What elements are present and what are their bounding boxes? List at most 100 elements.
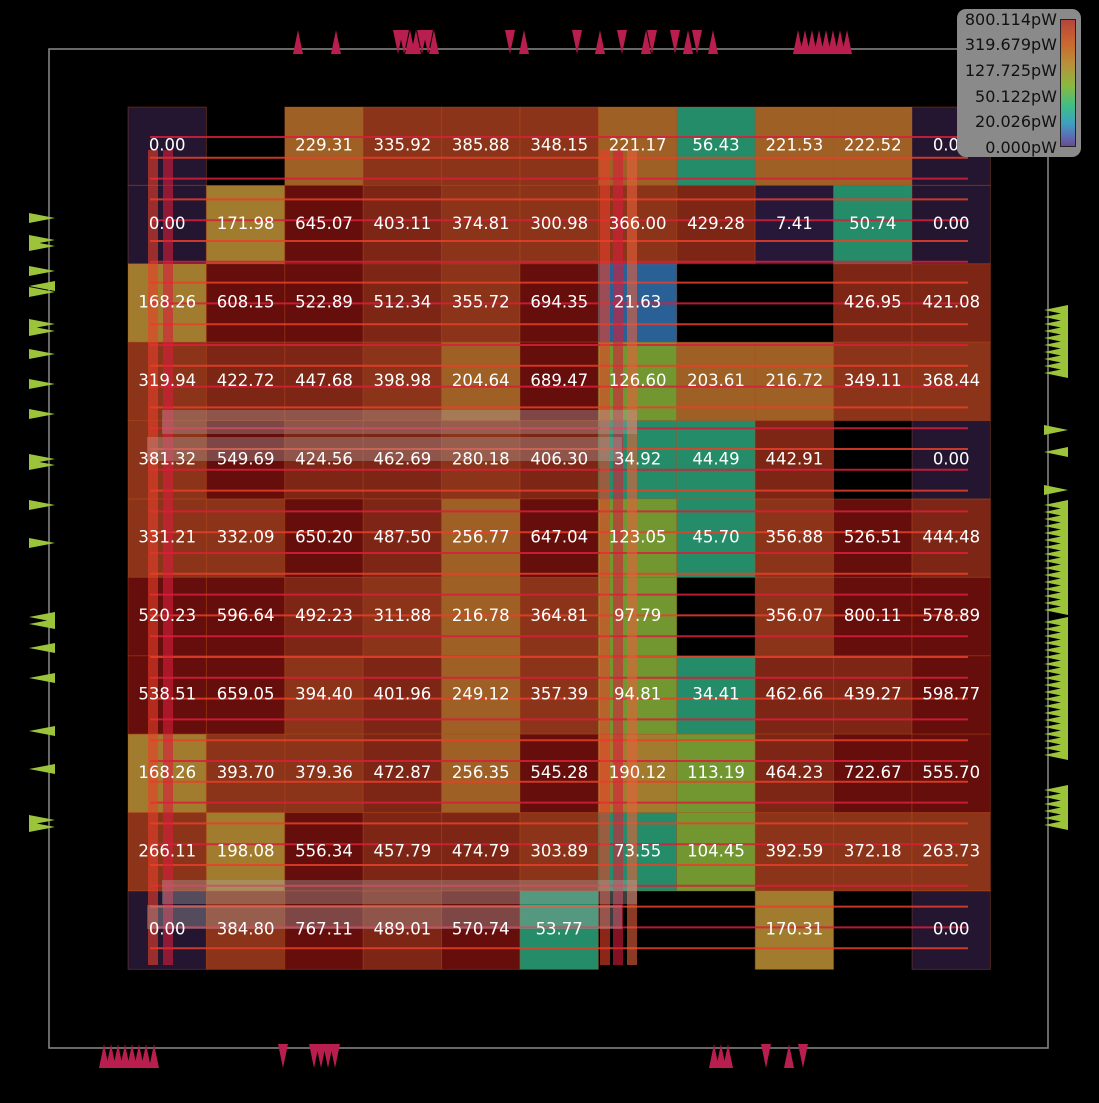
io-pin[interactable] bbox=[1044, 305, 1068, 315]
io-pin[interactable] bbox=[134, 1044, 144, 1068]
io-pin[interactable] bbox=[1044, 729, 1068, 739]
io-pin[interactable] bbox=[429, 30, 439, 54]
io-pin[interactable] bbox=[1044, 368, 1068, 378]
io-pin[interactable] bbox=[828, 30, 838, 54]
io-pin[interactable] bbox=[29, 764, 55, 774]
heatmap-cell[interactable] bbox=[284, 812, 364, 892]
io-pin[interactable] bbox=[127, 1044, 137, 1068]
io-pin[interactable] bbox=[1044, 736, 1068, 746]
io-pin[interactable] bbox=[505, 30, 515, 54]
io-pin[interactable] bbox=[29, 281, 55, 291]
io-pin[interactable] bbox=[807, 30, 817, 54]
heatmap-cell[interactable] bbox=[754, 890, 835, 970]
io-pin[interactable] bbox=[29, 349, 55, 359]
io-pin[interactable] bbox=[1044, 507, 1068, 517]
io-pin[interactable] bbox=[821, 30, 831, 54]
io-pin[interactable] bbox=[29, 460, 55, 470]
io-pin[interactable] bbox=[617, 30, 627, 54]
heatmap-cell[interactable] bbox=[519, 655, 599, 735]
heatmap-cell[interactable] bbox=[597, 420, 678, 500]
io-pin[interactable] bbox=[800, 30, 810, 54]
io-pin[interactable] bbox=[798, 1044, 808, 1068]
heatmap-cell[interactable] bbox=[441, 655, 521, 735]
io-pin[interactable] bbox=[1044, 333, 1068, 343]
io-pin[interactable] bbox=[1044, 570, 1068, 580]
io-pin[interactable] bbox=[29, 822, 55, 832]
heatmap-cell[interactable] bbox=[362, 420, 443, 500]
io-pin[interactable] bbox=[1044, 485, 1068, 495]
io-pin[interactable] bbox=[1044, 659, 1068, 669]
io-pin[interactable] bbox=[29, 287, 55, 297]
heatmap-cell[interactable] bbox=[362, 890, 443, 970]
heatmap-cell[interactable] bbox=[441, 576, 521, 657]
io-pin[interactable] bbox=[641, 30, 651, 54]
heatmap-cell[interactable] bbox=[284, 420, 364, 500]
io-pin[interactable] bbox=[29, 241, 55, 251]
io-pin[interactable] bbox=[331, 30, 341, 54]
heatmap-cell[interactable] bbox=[441, 106, 521, 186]
heatmap-cell[interactable] bbox=[441, 812, 521, 892]
io-pin[interactable] bbox=[29, 319, 55, 329]
io-pin[interactable] bbox=[1044, 312, 1068, 322]
heatmap-cell[interactable] bbox=[205, 890, 286, 970]
heatmap-cell[interactable] bbox=[833, 733, 913, 814]
io-pin[interactable] bbox=[1044, 673, 1068, 683]
heatmap-cell[interactable] bbox=[441, 890, 521, 970]
io-pin[interactable] bbox=[692, 30, 702, 54]
heatmap-cell[interactable] bbox=[205, 576, 286, 657]
heatmap-cell[interactable] bbox=[441, 420, 521, 500]
io-pin[interactable] bbox=[149, 1044, 159, 1068]
io-pin[interactable] bbox=[716, 1044, 726, 1068]
io-pin[interactable] bbox=[309, 1044, 319, 1068]
io-pin[interactable] bbox=[29, 409, 55, 419]
heatmap-cell[interactable] bbox=[754, 420, 835, 500]
heatmap-cell[interactable] bbox=[676, 733, 756, 814]
io-pin[interactable] bbox=[793, 30, 803, 54]
io-pin[interactable] bbox=[835, 30, 845, 54]
io-pin[interactable] bbox=[423, 30, 433, 54]
io-pin[interactable] bbox=[29, 815, 55, 825]
io-pin[interactable] bbox=[1044, 799, 1068, 809]
io-pin[interactable] bbox=[842, 30, 852, 54]
heatmap-cell[interactable] bbox=[911, 812, 991, 892]
io-pin[interactable] bbox=[1044, 584, 1068, 594]
io-pin[interactable] bbox=[814, 30, 824, 54]
io-pin[interactable] bbox=[1044, 577, 1068, 587]
heatmap-cell[interactable] bbox=[676, 812, 756, 892]
io-pin[interactable] bbox=[1044, 521, 1068, 531]
io-pin[interactable] bbox=[647, 30, 657, 54]
io-pin[interactable] bbox=[1044, 319, 1068, 329]
io-pin[interactable] bbox=[683, 30, 693, 54]
heatmap-cell[interactable] bbox=[833, 812, 913, 892]
io-pin[interactable] bbox=[1044, 563, 1068, 573]
io-pin[interactable] bbox=[411, 30, 421, 54]
io-pin[interactable] bbox=[1044, 722, 1068, 732]
heatmap-cell[interactable] bbox=[754, 655, 835, 735]
io-pin[interactable] bbox=[784, 1044, 794, 1068]
io-pin[interactable] bbox=[1044, 708, 1068, 718]
io-pin[interactable] bbox=[1044, 743, 1068, 753]
io-pin[interactable] bbox=[106, 1044, 116, 1068]
io-pin[interactable] bbox=[29, 643, 55, 653]
io-pin[interactable] bbox=[1044, 638, 1068, 648]
io-pin[interactable] bbox=[1044, 652, 1068, 662]
io-pin[interactable] bbox=[723, 1044, 733, 1068]
io-pin[interactable] bbox=[1044, 785, 1068, 795]
io-pin[interactable] bbox=[708, 30, 718, 54]
heatmap-cell[interactable] bbox=[284, 890, 364, 970]
io-pin[interactable] bbox=[1044, 447, 1068, 457]
io-pin[interactable] bbox=[1044, 750, 1068, 760]
io-pin[interactable] bbox=[1044, 591, 1068, 601]
heatmap-cell[interactable] bbox=[911, 420, 991, 500]
io-pin[interactable] bbox=[1044, 514, 1068, 524]
heatmap-cell[interactable] bbox=[676, 106, 756, 186]
io-pin[interactable] bbox=[1044, 694, 1068, 704]
io-pin[interactable] bbox=[29, 500, 55, 510]
io-pin[interactable] bbox=[29, 213, 55, 223]
heatmap-cell[interactable] bbox=[911, 733, 991, 814]
io-pin[interactable] bbox=[572, 30, 582, 54]
heatmap-cell[interactable] bbox=[833, 106, 913, 186]
io-pin[interactable] bbox=[29, 379, 55, 389]
io-pin[interactable] bbox=[1044, 645, 1068, 655]
